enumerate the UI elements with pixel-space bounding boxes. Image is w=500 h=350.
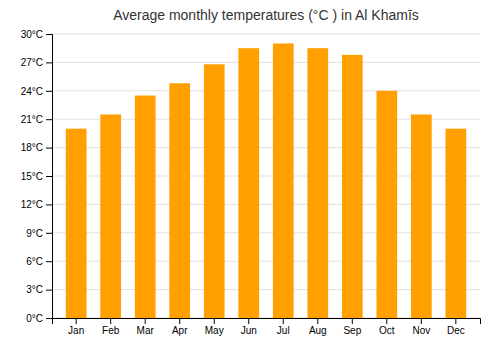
y-tick: 27°C xyxy=(21,57,52,68)
x-tick: Dec xyxy=(447,318,465,336)
y-tick-mark xyxy=(46,119,52,120)
y-tick: 12°C xyxy=(21,199,52,210)
y-axis-line xyxy=(46,35,53,319)
x-tick-mark xyxy=(352,318,353,324)
x-tick-label: Oct xyxy=(379,325,395,336)
y-tick-mark xyxy=(46,91,52,92)
bar xyxy=(376,91,397,318)
x-tick: Nov xyxy=(412,318,430,336)
y-tick: 3°C xyxy=(26,284,52,295)
bar xyxy=(66,129,87,318)
x-tick-mark xyxy=(179,318,180,324)
x-tick-mark xyxy=(145,318,146,324)
bar xyxy=(445,129,466,318)
x-tick-label: Nov xyxy=(412,325,430,336)
title: Average monthly temperatures (°C ) in Al… xyxy=(113,7,419,23)
x-tick: Oct xyxy=(379,318,395,336)
x-tick-mark xyxy=(248,318,249,324)
grid-line xyxy=(52,34,480,35)
y-tick-mark xyxy=(46,176,52,177)
y-tick-mark xyxy=(46,233,52,234)
chart: 0°C 3°C 6°C 9°C 12°C 15°C 18°C 21°C 24°C 27°C 30°C… xyxy=(0,0,500,350)
x-tick: Jan xyxy=(68,318,84,336)
y-tick: 6°C xyxy=(26,256,52,267)
x-tick-label: Mar xyxy=(137,325,155,336)
x-tick-label: May xyxy=(205,325,224,336)
bar xyxy=(307,48,328,318)
x-tick: Apr xyxy=(172,318,188,336)
x-tick-mark xyxy=(317,318,318,324)
bar xyxy=(169,83,190,318)
x-tick: May xyxy=(205,318,224,336)
x-tick: Sep xyxy=(343,318,361,336)
x-tick-label: Sep xyxy=(343,325,361,336)
y-tick-mark xyxy=(46,62,52,63)
y-tick: 24°C xyxy=(21,86,52,97)
bars xyxy=(66,43,466,318)
y-tick: 0°C xyxy=(26,313,52,324)
x-tick: Feb xyxy=(102,318,120,336)
x-tick-label: Aug xyxy=(309,325,327,336)
y-tick-label: 18°C xyxy=(21,142,43,153)
x-tick: Aug xyxy=(309,318,327,336)
bar xyxy=(411,114,432,318)
y-tick-mark xyxy=(46,318,52,319)
x-tick-mark xyxy=(386,318,387,324)
x-tick: Mar xyxy=(137,318,155,336)
bar xyxy=(273,43,294,318)
bar xyxy=(342,55,363,318)
y-tick-label: 27°C xyxy=(21,57,43,68)
y-tick-label: 30°C xyxy=(21,29,43,40)
y-tick-label: 0°C xyxy=(26,313,43,324)
bar xyxy=(100,114,121,318)
x-tick-label: Jul xyxy=(277,325,290,336)
chart-container: 0°C 3°C 6°C 9°C 12°C 15°C 18°C 21°C 24°C 27°C 30°C… xyxy=(0,0,500,350)
y-tick: 18°C xyxy=(21,142,52,153)
y-tick: 15°C xyxy=(21,171,52,182)
bar xyxy=(204,64,225,318)
x-tick-label: Dec xyxy=(447,325,465,336)
bar xyxy=(135,96,156,318)
bar xyxy=(238,48,259,318)
y-tick-label: 24°C xyxy=(21,86,43,97)
y-tick: 30°C xyxy=(21,29,52,40)
y-tick: 21°C xyxy=(21,114,52,125)
y-tick-label: 6°C xyxy=(26,256,43,267)
x-tick-label: Feb xyxy=(102,325,120,336)
y-tick: 9°C xyxy=(26,228,52,239)
y-tick-mark xyxy=(46,204,52,205)
x-tick-mark xyxy=(455,318,456,324)
grid-line xyxy=(52,90,480,91)
x-axis: Jan Feb Mar Apr May Jun Jul Aug Sep Oct Nov Dec xyxy=(53,318,481,336)
x-tick-label: Jan xyxy=(68,325,84,336)
x-tick-label: Apr xyxy=(172,325,188,336)
x-tick-mark xyxy=(214,318,215,324)
y-tick-mark xyxy=(46,148,52,149)
x-tick-mark xyxy=(110,318,111,324)
y-tick-mark xyxy=(46,290,52,291)
x-tick-mark xyxy=(76,318,77,324)
y-tick-label: 12°C xyxy=(21,199,43,210)
grid xyxy=(52,34,480,318)
y-tick-label: 9°C xyxy=(26,228,43,239)
x-tick: Jun xyxy=(241,318,257,336)
y-tick-mark xyxy=(46,261,52,262)
grid-line xyxy=(52,62,480,63)
y-axis: 0°C 3°C 6°C 9°C 12°C 15°C 18°C 21°C 24°C 27°C 30°C xyxy=(21,29,53,324)
y-tick-label: 21°C xyxy=(21,114,43,125)
x-tick-mark xyxy=(421,318,422,324)
y-tick-label: 3°C xyxy=(26,284,43,295)
x-tick: Jul xyxy=(277,318,290,336)
x-tick-mark xyxy=(283,318,284,324)
y-tick-mark xyxy=(46,34,52,35)
x-axis-line xyxy=(53,319,481,325)
y-tick-label: 15°C xyxy=(21,171,43,182)
x-tick-label: Jun xyxy=(241,325,257,336)
plot: 0°C 3°C 6°C 9°C 12°C 15°C 18°C 21°C 24°C 27°C 30°C… xyxy=(21,29,481,336)
